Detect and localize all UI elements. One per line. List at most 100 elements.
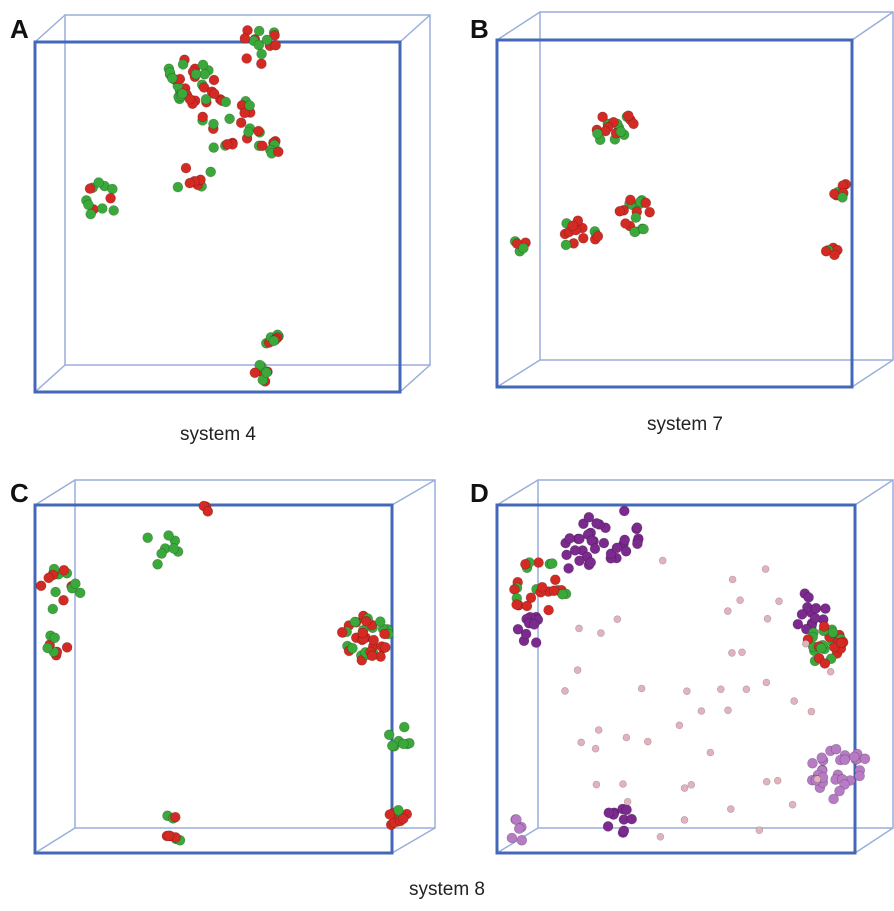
- atom: [170, 812, 180, 822]
- atom: [509, 584, 519, 594]
- panel-letter: B: [470, 14, 489, 44]
- box-front: [497, 40, 852, 387]
- atom: [97, 204, 107, 214]
- atom: [598, 112, 608, 122]
- atom: [348, 643, 358, 653]
- atom: [802, 640, 809, 647]
- atom: [44, 573, 54, 583]
- atom: [756, 827, 763, 834]
- atom: [627, 814, 637, 824]
- atom: [811, 603, 821, 613]
- atom: [578, 233, 588, 243]
- atom: [549, 586, 559, 596]
- atom: [804, 592, 814, 602]
- atom: [624, 798, 631, 805]
- boxes: [35, 12, 893, 853]
- atom: [173, 182, 183, 192]
- atom: [620, 781, 627, 788]
- atom: [109, 206, 119, 216]
- atom: [615, 206, 625, 216]
- atom: [604, 808, 614, 818]
- atom: [621, 219, 631, 229]
- atom: [586, 557, 596, 567]
- atom: [399, 722, 409, 732]
- atom: [763, 679, 770, 686]
- atom: [644, 738, 651, 745]
- atom: [380, 642, 390, 652]
- figure: A B C D system 4 system 7 system 8: [0, 0, 894, 911]
- atom: [537, 582, 547, 592]
- atom: [59, 565, 69, 575]
- atom: [725, 707, 732, 714]
- atom: [595, 727, 602, 734]
- atom: [707, 749, 714, 756]
- panel-caption: system 7: [647, 414, 723, 435]
- atom: [657, 833, 664, 840]
- atom: [48, 604, 58, 614]
- atom: [568, 221, 578, 231]
- atom: [562, 687, 569, 694]
- atom: [737, 597, 744, 604]
- atom: [835, 786, 845, 796]
- atom: [622, 805, 632, 815]
- atom: [380, 629, 390, 639]
- atom: [625, 195, 635, 205]
- atom: [242, 54, 252, 64]
- atom: [593, 231, 603, 241]
- atom: [185, 178, 195, 188]
- atom: [236, 118, 246, 128]
- atom: [257, 141, 267, 151]
- atom: [221, 97, 231, 107]
- atom: [254, 26, 264, 36]
- atom: [167, 73, 177, 83]
- atom: [520, 559, 530, 569]
- atom: [830, 250, 840, 260]
- atom: [808, 708, 815, 715]
- atom: [209, 143, 219, 153]
- panel-letter: D: [470, 478, 489, 508]
- atom: [619, 826, 629, 836]
- figure-caption: system 8: [409, 879, 485, 900]
- atom: [612, 543, 622, 553]
- atom: [522, 601, 532, 611]
- atom: [198, 112, 208, 122]
- atom: [729, 576, 736, 583]
- atom: [739, 649, 746, 656]
- atom: [584, 512, 594, 522]
- box-front: [497, 505, 855, 853]
- atom: [398, 739, 408, 749]
- atom: [337, 627, 347, 637]
- atom: [85, 184, 95, 194]
- box-edge: [35, 15, 430, 392]
- atom: [94, 178, 104, 188]
- atom: [797, 609, 807, 619]
- atom: [164, 831, 174, 841]
- atom: [828, 628, 838, 638]
- atom: [209, 119, 219, 129]
- atom: [817, 753, 827, 763]
- atom: [257, 49, 267, 59]
- atom: [645, 207, 655, 217]
- atom: [727, 806, 734, 813]
- atom: [387, 741, 397, 751]
- atom: [762, 566, 769, 573]
- atom: [616, 127, 626, 137]
- atom: [619, 506, 629, 516]
- atom: [369, 635, 379, 645]
- atom: [244, 127, 254, 137]
- atom: [592, 129, 602, 139]
- atom: [620, 535, 630, 545]
- atom: [367, 651, 377, 661]
- atom: [688, 781, 695, 788]
- atom: [681, 785, 688, 792]
- atom: [836, 638, 846, 648]
- atom: [178, 59, 188, 69]
- atom: [177, 89, 187, 99]
- atom: [86, 209, 96, 219]
- atom: [743, 686, 750, 693]
- atom: [361, 616, 371, 626]
- atom: [358, 628, 368, 638]
- atom: [681, 816, 688, 823]
- atom: [632, 539, 642, 549]
- atom: [764, 615, 771, 622]
